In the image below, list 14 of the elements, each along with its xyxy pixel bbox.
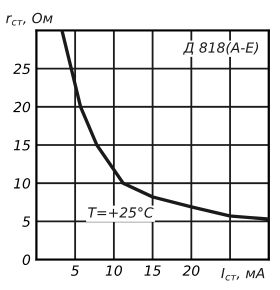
x-tick-label: 10 xyxy=(106,265,122,276)
y-tick-label: 10 xyxy=(14,178,30,189)
y-tick-label: 25 xyxy=(13,64,30,74)
y-tick-label: 20 xyxy=(13,102,30,112)
y-axis-title: r$_{ст}$, Ом xyxy=(6,12,53,26)
y-tick-label: 5 xyxy=(22,216,30,227)
annotation: T=+25°C xyxy=(88,207,154,218)
y-tick-label: 0 xyxy=(22,254,30,266)
x-tick-label: 5 xyxy=(70,266,79,276)
x-tick-label: 20 xyxy=(182,265,200,276)
x-tick-label: 15 xyxy=(144,266,161,276)
annotation: Д 818(А-Е) xyxy=(183,42,258,55)
x-axis-title: I$_{ст}$, мА xyxy=(221,268,264,281)
y-tick-label: 15 xyxy=(14,140,30,150)
